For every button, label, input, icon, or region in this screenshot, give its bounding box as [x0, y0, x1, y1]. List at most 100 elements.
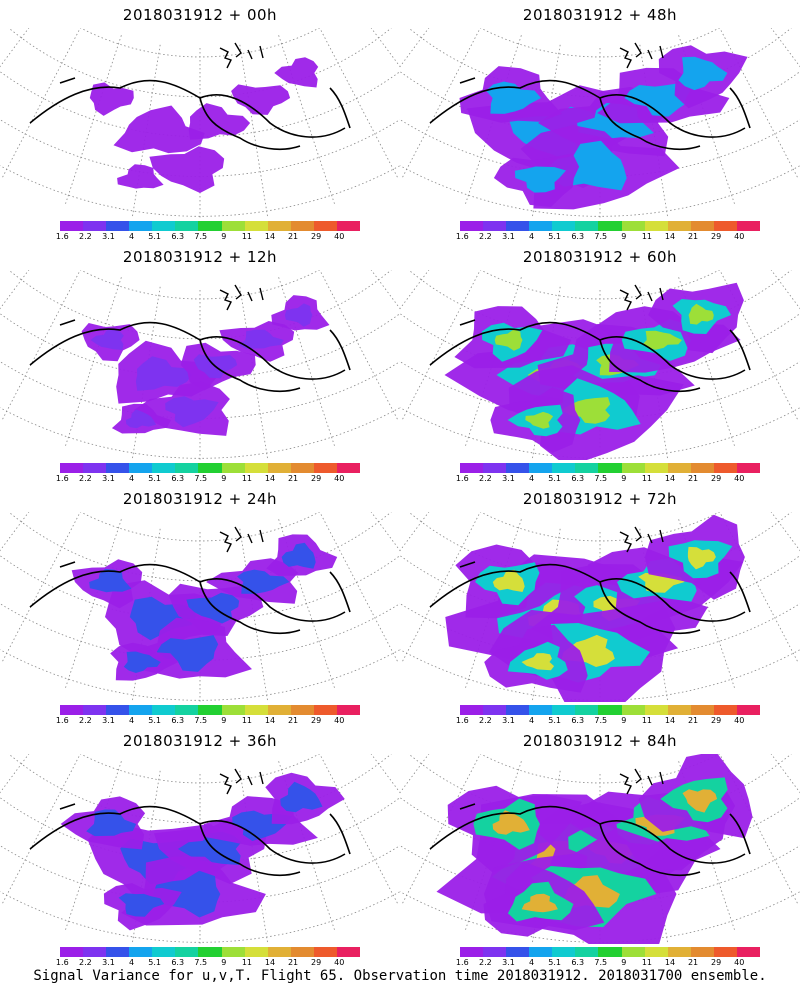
variance-area [492, 810, 530, 835]
colorbar-tick-label: 40 [734, 474, 745, 483]
colorbar-segment [221, 947, 245, 957]
colorbar-tick-label: 9 [221, 474, 227, 483]
colorbar-segment [529, 705, 553, 715]
map-panel: 2018031912 + 72h 1.6 2.2 3.1 4 5.1 6.3 7.5 9 11 14… [400, 484, 800, 729]
colorbar-segment [106, 705, 130, 715]
colorbar-segment [644, 705, 668, 715]
colorbar-tick-label: 2.2 [79, 958, 92, 967]
variance-area [90, 329, 124, 350]
colorbar-segment [713, 947, 737, 957]
latitude-line [8, 270, 392, 340]
colorbar-segment [598, 221, 622, 231]
colorbar-segment [460, 221, 484, 231]
variance-area [149, 146, 225, 193]
colorbar-tick-label: 2.2 [79, 474, 92, 483]
colorbar-segment [736, 221, 761, 231]
longitude-line [64, 277, 122, 449]
longitude-line [1, 270, 81, 422]
longitude-line [370, 754, 400, 794]
colorbar-segment [244, 221, 268, 231]
colorbar-tick-label: 21 [287, 474, 299, 483]
longitude-line [64, 35, 122, 207]
map-panel: 2018031912 + 12h 1.6 2.2 3.1 4 5.1 6.3 7.5 9 11 14… [0, 242, 400, 487]
colorbar-tick-label: 6.3 [571, 474, 585, 483]
colorbar-segment [644, 221, 668, 231]
variance-map [0, 754, 400, 944]
colorbar-tick-label: 2.2 [479, 232, 492, 241]
longitude-line [319, 270, 399, 422]
colorbar-tick-label: 5.1 [148, 958, 161, 967]
colorbar-segment [736, 705, 761, 715]
colorbar-segment [175, 705, 199, 715]
variance-area [486, 81, 541, 114]
colorbar-tick-label: 5.1 [148, 716, 161, 725]
colorbar-tick-label: 2.2 [479, 958, 492, 967]
colorbar-segment [552, 463, 576, 473]
colorbar-tick-label: 11 [241, 232, 253, 241]
colorbar-segment [198, 947, 222, 957]
colorbar-segment [644, 463, 668, 473]
colorbar-tick-label: 5.1 [548, 474, 561, 483]
colorbar-tick-label: 6.3 [171, 716, 185, 725]
colorbar-tick-label: 7.5 [594, 474, 608, 483]
colorbar-tick-label: 4 [528, 232, 535, 241]
colorbar-tick-label: 6.3 [571, 232, 585, 241]
colorbar-tick-label: 40 [334, 716, 345, 725]
colorbar-segment [506, 463, 530, 473]
colorbar-tick-label: 14 [264, 716, 276, 725]
colorbar-tick-label: 2.2 [479, 716, 492, 725]
colorbar-tick-label: 11 [641, 474, 653, 483]
colorbar-segment [667, 463, 691, 473]
colorbar-tick-label: 4 [128, 958, 135, 967]
colorbar-tick-label: 40 [334, 232, 345, 241]
colorbar-tick-label: 7.5 [594, 232, 608, 241]
longitude-line [370, 270, 400, 310]
colorbar-tick-label: 6.3 [171, 958, 185, 967]
panel-title: 2018031912 + 36h [122, 732, 278, 750]
longitude-line [0, 512, 30, 552]
colorbar-tick-label: 1.6 [455, 716, 469, 725]
colorbar-tick-label: 7.5 [194, 958, 208, 967]
coastline [429, 561, 751, 635]
colorbar-segment [267, 221, 291, 231]
panel-title: 2018031912 + 24h [122, 490, 278, 508]
colorbar-ticks: 1.6 2.2 3.1 4 5.1 6.3 7.5 9 11 14 21 29 40 [56, 958, 360, 969]
colorbar-ticks: 1.6 2.2 3.1 4 5.1 6.3 7.5 9 11 14 21 29 40 [56, 716, 360, 727]
colorbar-tick-label: 5.1 [148, 232, 161, 241]
variance-area [687, 546, 716, 570]
coastline [29, 803, 351, 877]
colorbar-segment [221, 705, 245, 715]
colorbar [460, 947, 761, 957]
colorbar-ticks: 1.6 2.2 3.1 4 5.1 6.3 7.5 9 11 14 21 29 40 [456, 716, 760, 727]
figure-caption: Signal Variance for u,v,T. Flight 65. Ob… [33, 968, 767, 984]
colorbar-segment [267, 947, 291, 957]
variance-area [152, 870, 221, 918]
colorbar-segment [221, 221, 245, 231]
longitude-line [770, 28, 800, 68]
colorbar-segment [552, 705, 576, 715]
colorbar-segment [667, 705, 691, 715]
panel-title: 2018031912 + 84h [522, 732, 678, 750]
variance-area [188, 103, 251, 140]
longitude-line [319, 512, 399, 664]
colorbar-tick-label: 40 [334, 958, 345, 967]
colorbar-tick-label: 6.3 [171, 232, 185, 241]
colorbar-segment [598, 947, 622, 957]
coastline [219, 284, 264, 311]
colorbar-tick-label: 2.2 [79, 232, 92, 241]
colorbar-tick-label: 6.3 [571, 716, 585, 725]
colorbar-segment [244, 705, 268, 715]
variance-area [86, 809, 137, 837]
colorbar-tick-label: 11 [641, 958, 653, 967]
colorbar-tick-label: 7.5 [194, 232, 208, 241]
colorbar-segment [667, 947, 691, 957]
coastline [219, 768, 264, 795]
longitude-line [400, 512, 430, 552]
colorbar-tick-label: 5.1 [548, 958, 561, 967]
colorbar [60, 705, 361, 715]
colorbar-segment [244, 947, 268, 957]
colorbar-segment [313, 947, 337, 957]
coastline [429, 803, 751, 877]
colorbar-tick-label: 9 [221, 716, 227, 725]
colorbar-segment [313, 463, 337, 473]
